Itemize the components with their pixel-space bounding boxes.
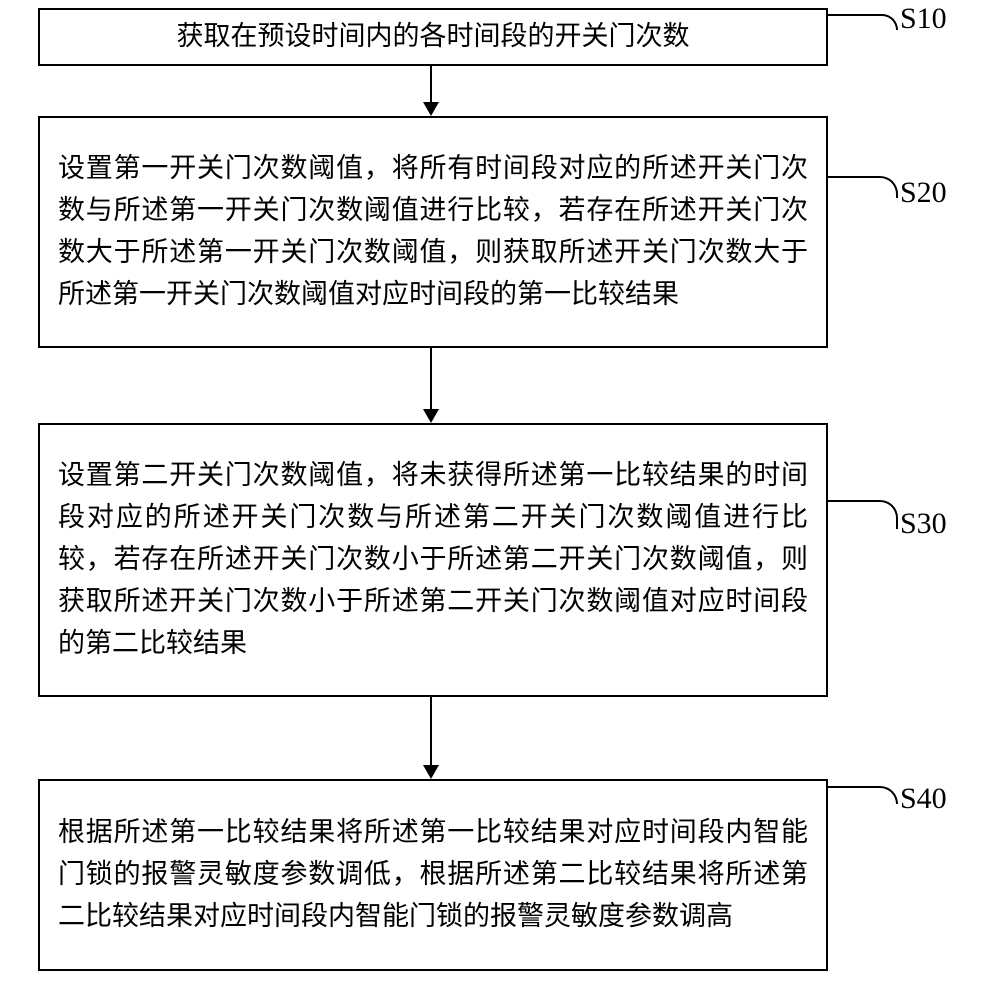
flow-node-s20: 设置第一开关门次数阈值，将所有时间段对应的所述开关门次数与所述第一开关门次数阈值… (38, 116, 828, 348)
flow-node-text: 获取在预设时间内的各时间段的开关门次数 (177, 16, 690, 58)
flow-node-label-s30: S30 (900, 507, 947, 541)
arrow-down-icon (423, 409, 439, 423)
flow-node-s10: 获取在预设时间内的各时间段的开关门次数 (38, 8, 828, 66)
flow-node-label-s20: S20 (900, 176, 947, 210)
flow-node-text: 设置第二开关门次数阈值，将未获得所述第一比较结果的时间段对应的所述开关门次数与所… (58, 455, 808, 664)
flow-node-label-s40: S40 (900, 782, 947, 816)
flow-edge (430, 348, 432, 409)
flow-edge (430, 66, 432, 102)
flow-node-text: 设置第一开关门次数阈值，将所有时间段对应的所述开关门次数与所述第一开关门次数阈值… (58, 148, 808, 315)
flow-node-label-s10: S10 (900, 2, 947, 36)
arrow-down-icon (423, 765, 439, 779)
flow-edge (430, 697, 432, 765)
leader-line (828, 500, 898, 529)
flow-node-text: 根据所述第一比较结果将所述第一比较结果对应时间段内智能门锁的报警灵敏度参数调低，… (58, 812, 808, 938)
leader-line (828, 14, 898, 30)
arrow-down-icon (423, 102, 439, 116)
flow-node-s30: 设置第二开关门次数阈值，将未获得所述第一比较结果的时间段对应的所述开关门次数与所… (38, 423, 828, 697)
flow-node-s40: 根据所述第一比较结果将所述第一比较结果对应时间段内智能门锁的报警灵敏度参数调低，… (38, 779, 828, 971)
leader-line (828, 176, 898, 198)
leader-line (828, 786, 898, 804)
